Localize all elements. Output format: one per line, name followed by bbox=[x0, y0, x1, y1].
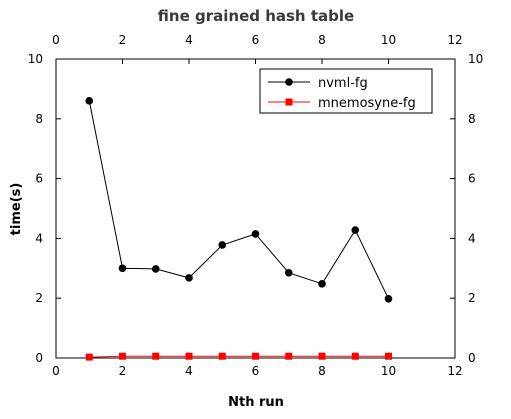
y-tick-label-left: 8 bbox=[35, 112, 43, 126]
data-point-nvml-fg bbox=[185, 274, 193, 282]
series-line-mnemosyne-fg bbox=[89, 355, 389, 358]
data-point-nvml-fg bbox=[284, 268, 293, 277]
legend-frame bbox=[259, 68, 433, 114]
x-tick-label-bottom: 10 bbox=[381, 364, 396, 378]
x-tick-label-top: 8 bbox=[318, 33, 326, 47]
series-line-nvml-fg bbox=[88, 100, 389, 300]
y-tick-label-left: 2 bbox=[35, 291, 43, 305]
series-layer bbox=[85, 97, 393, 361]
legend-marker-mnemosyne-fg bbox=[285, 98, 293, 106]
x-tick-label-top: 0 bbox=[52, 33, 60, 47]
x-tick-label-bottom: 12 bbox=[447, 364, 462, 378]
data-point-mnemosyne-fg bbox=[152, 352, 160, 360]
x-tick-label-bottom: 8 bbox=[318, 364, 326, 378]
y-tick-label-right: 8 bbox=[468, 112, 476, 126]
legend-marker-nvml-fg bbox=[285, 78, 293, 86]
data-point-nvml-fg bbox=[151, 265, 160, 273]
legend-label-mnemosyne-fg: mnemosyne-fg bbox=[318, 96, 416, 111]
legend-label-nvml-fg: nvml-fg bbox=[318, 76, 368, 91]
x-tick-label-top: 2 bbox=[119, 33, 127, 47]
data-point-mnemosyne-fg bbox=[385, 352, 392, 360]
data-point-nvml-fg bbox=[351, 226, 360, 234]
data-point-mnemosyne-fg bbox=[318, 352, 326, 360]
data-point-nvml-fg bbox=[85, 97, 94, 105]
data-point-mnemosyne-fg bbox=[85, 353, 93, 361]
data-point-mnemosyne-fg bbox=[252, 352, 259, 360]
chart-title: fine grained hash table bbox=[158, 7, 354, 25]
y-axis-title: time(s) bbox=[9, 183, 24, 236]
data-point-nvml-fg bbox=[318, 280, 326, 288]
data-point-nvml-fg bbox=[384, 294, 393, 303]
y-tick-label-left: 10 bbox=[28, 52, 43, 66]
legend: nvml-fg mnemosyne-fg bbox=[259, 68, 433, 114]
data-point-mnemosyne-fg bbox=[218, 352, 226, 360]
x-tick-label-bottom: 0 bbox=[52, 364, 60, 378]
x-tick-label-bottom: 4 bbox=[185, 364, 193, 378]
y-tick-label-right: 10 bbox=[468, 52, 483, 66]
y-tick-label-right: 2 bbox=[468, 291, 476, 305]
y-tick-label-left: 6 bbox=[35, 172, 43, 186]
y-tick-label-left: 0 bbox=[35, 351, 43, 365]
data-point-mnemosyne-fg bbox=[185, 352, 193, 360]
x-axis-title: Nth run bbox=[228, 395, 284, 410]
x-tick-label-top: 4 bbox=[185, 33, 193, 47]
data-point-mnemosyne-fg bbox=[119, 352, 126, 360]
x-tick-label-top: 12 bbox=[447, 33, 462, 47]
data-point-nvml-fg bbox=[251, 230, 260, 238]
data-point-nvml-fg bbox=[118, 264, 127, 273]
y-tick-label-right: 4 bbox=[468, 231, 476, 245]
data-point-mnemosyne-fg bbox=[285, 352, 293, 360]
x-tick-label-top: 6 bbox=[252, 33, 260, 47]
x-tick-label-bottom: 2 bbox=[119, 364, 127, 378]
y-tick-label-right: 0 bbox=[468, 351, 476, 365]
data-point-mnemosyne-fg bbox=[351, 352, 359, 360]
x-tick-label-bottom: 6 bbox=[252, 364, 260, 378]
data-point-nvml-fg bbox=[218, 241, 227, 249]
y-tick-label-right: 6 bbox=[468, 172, 476, 186]
y-tick-label-left: 4 bbox=[35, 231, 43, 245]
x-tick-label-top: 10 bbox=[381, 33, 396, 47]
